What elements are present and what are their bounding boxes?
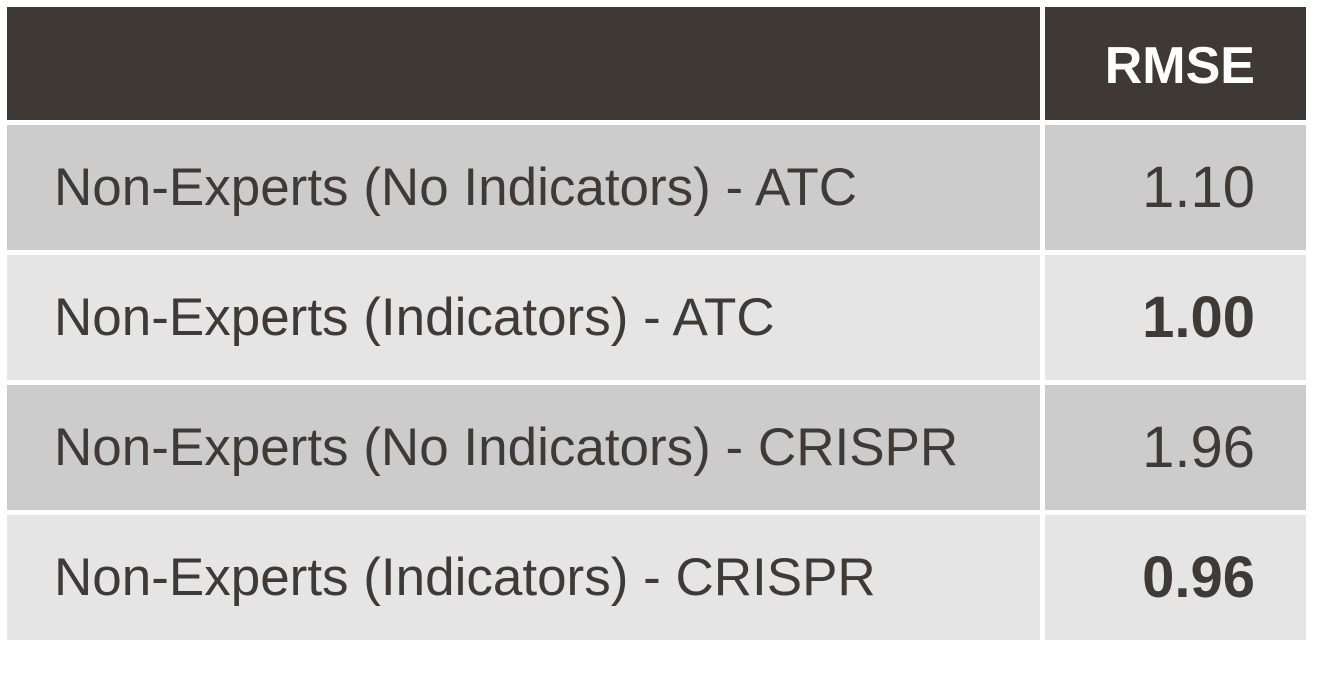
header-rmse-cell: RMSE — [1045, 7, 1306, 120]
table-header-row: RMSE — [7, 7, 1306, 120]
rmse-table: RMSE Non-Experts (No Indicators) - ATC 1… — [7, 7, 1306, 640]
row-label: Non-Experts (Indicators) - CRISPR — [7, 515, 1040, 640]
row-label: Non-Experts (No Indicators) - CRISPR — [7, 385, 1040, 510]
table-row: Non-Experts (No Indicators) - ATC 1.10 — [7, 125, 1306, 250]
row-label: Non-Experts (Indicators) - ATC — [7, 255, 1040, 380]
row-value: 1.10 — [1045, 125, 1306, 250]
table-row: Non-Experts (Indicators) - ATC 1.00 — [7, 255, 1306, 380]
row-value: 0.96 — [1045, 515, 1306, 640]
header-label-cell — [7, 7, 1040, 120]
table-row: Non-Experts (No Indicators) - CRISPR 1.9… — [7, 385, 1306, 510]
row-value: 1.96 — [1045, 385, 1306, 510]
table-row: Non-Experts (Indicators) - CRISPR 0.96 — [7, 515, 1306, 640]
row-value: 1.00 — [1045, 255, 1306, 380]
row-label: Non-Experts (No Indicators) - ATC — [7, 125, 1040, 250]
